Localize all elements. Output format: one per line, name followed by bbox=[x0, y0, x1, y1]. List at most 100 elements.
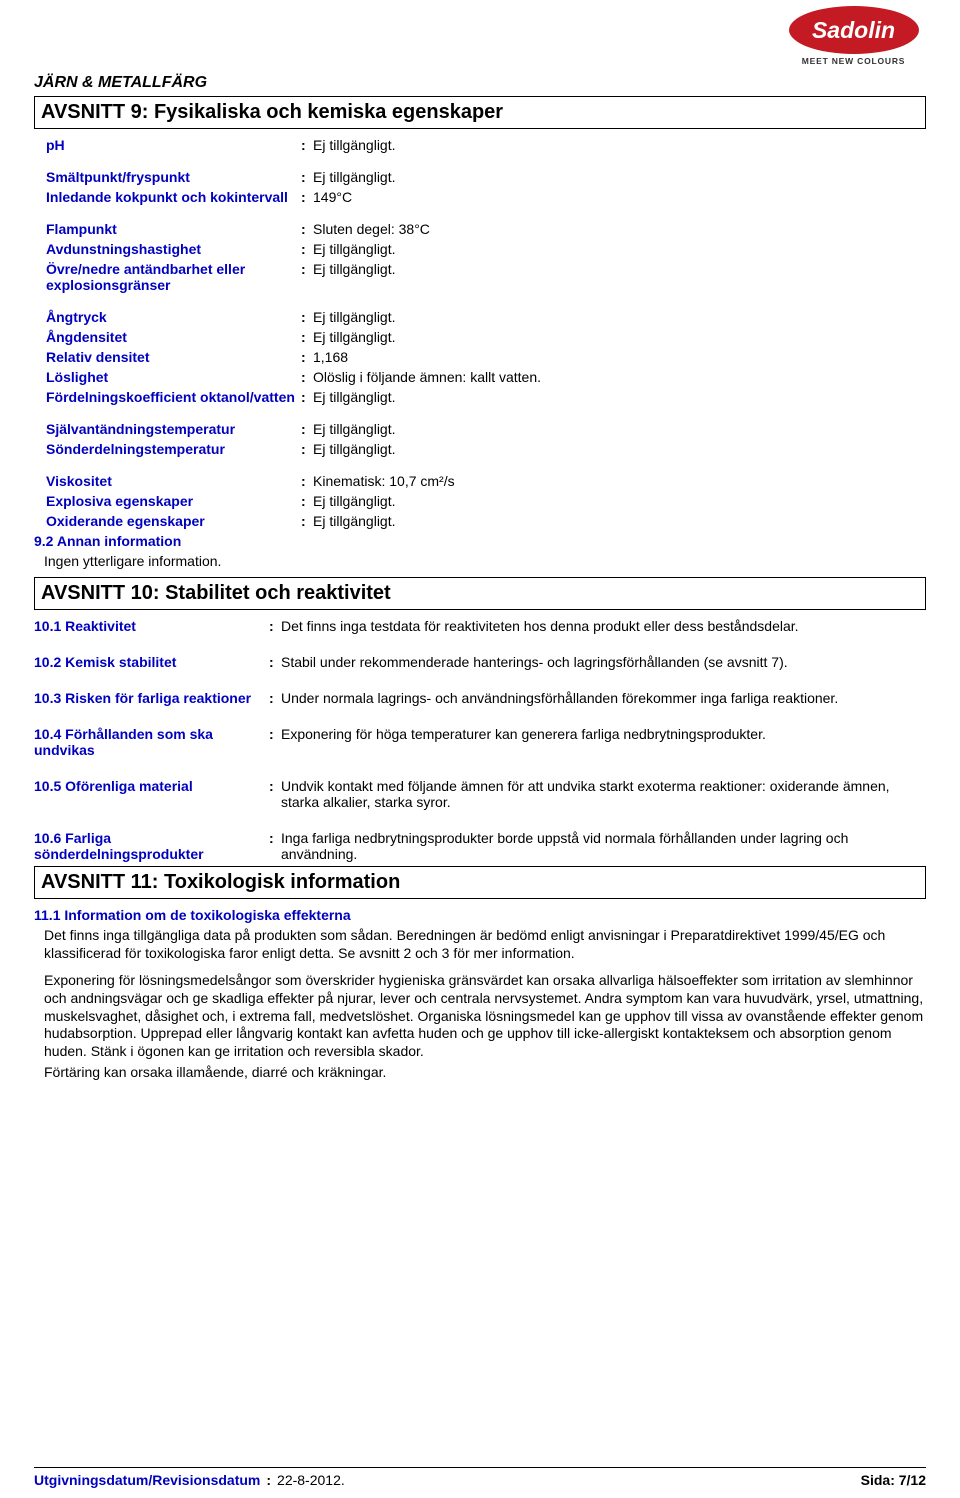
property-label: Ångtryck bbox=[46, 309, 301, 325]
property-colon: : bbox=[301, 309, 313, 325]
property-label: 10.1 Reaktivitet bbox=[34, 618, 269, 634]
property-colon: : bbox=[301, 421, 313, 437]
product-title: JÄRN & METALLFÄRG bbox=[34, 74, 926, 92]
property-colon: : bbox=[301, 137, 313, 153]
property-label: Viskositet bbox=[46, 473, 301, 489]
property-value: Sluten degel: 38°C bbox=[313, 221, 926, 237]
page-footer: Utgivningsdatum/Revisionsdatum : 22-8-20… bbox=[34, 1467, 926, 1488]
property-value: Ej tillgängligt. bbox=[313, 421, 926, 437]
property-row: Ångtryck:Ej tillgängligt. bbox=[46, 309, 926, 325]
section-11-1-heading: 11.1 Information om de toxikologiska eff… bbox=[34, 907, 926, 923]
property-value: Ej tillgängligt. bbox=[313, 309, 926, 325]
property-label: 10.6 Farliga sönderdelningsprodukter bbox=[34, 830, 269, 862]
property-value: Inga farliga nedbrytningsprodukter borde… bbox=[281, 830, 926, 862]
property-row: Smältpunkt/fryspunkt:Ej tillgängligt. bbox=[46, 169, 926, 185]
property-label: Avdunstningshastighet bbox=[46, 241, 301, 257]
spacer bbox=[34, 762, 926, 778]
property-row: 10.5 Oförenliga material:Undvik kontakt … bbox=[34, 778, 926, 810]
property-label: Fördelningskoefficient oktanol/vatten bbox=[46, 389, 301, 405]
brand-logo: Sadolin MEET NEW COLOURS bbox=[781, 6, 926, 76]
property-label: Löslighet bbox=[46, 369, 301, 385]
property-row: Flampunkt:Sluten degel: 38°C bbox=[46, 221, 926, 237]
property-value: Under normala lagrings- och användningsf… bbox=[281, 690, 926, 706]
property-label: Flampunkt bbox=[46, 221, 301, 237]
spacer bbox=[46, 461, 926, 473]
property-colon: : bbox=[269, 654, 281, 670]
property-row: Explosiva egenskaper:Ej tillgängligt. bbox=[46, 493, 926, 509]
property-label: Smältpunkt/fryspunkt bbox=[46, 169, 301, 185]
property-colon: : bbox=[269, 618, 281, 634]
property-colon: : bbox=[301, 389, 313, 405]
property-colon: : bbox=[301, 329, 313, 345]
property-label: Oxiderande egenskaper bbox=[46, 513, 301, 529]
property-row: Sönderdelningstemperatur:Ej tillgängligt… bbox=[46, 441, 926, 457]
property-value: Det finns inga testdata för reaktivitete… bbox=[281, 618, 926, 634]
property-colon: : bbox=[301, 493, 313, 509]
footer-page-text: Sida: 7/12 bbox=[861, 1472, 926, 1488]
property-value: Ej tillgängligt. bbox=[313, 389, 926, 405]
property-colon: : bbox=[269, 778, 281, 794]
property-label: 10.4 Förhållanden som ska undvikas bbox=[34, 726, 269, 758]
property-value: Ej tillgängligt. bbox=[313, 137, 926, 153]
spacer bbox=[46, 157, 926, 169]
property-label: 10.2 Kemisk stabilitet bbox=[34, 654, 269, 670]
property-value: 1,168 bbox=[313, 349, 926, 365]
section-11-para-1: Det finns inga tillgängliga data på prod… bbox=[44, 927, 926, 962]
property-value: Ej tillgängligt. bbox=[313, 441, 926, 457]
property-value: Ej tillgängligt. bbox=[313, 493, 926, 509]
property-row: Löslighet:Olöslig i följande ämnen: kall… bbox=[46, 369, 926, 385]
property-row: Relativ densitet:1,168 bbox=[46, 349, 926, 365]
spacer bbox=[34, 814, 926, 830]
property-row: Inledande kokpunkt och kokintervall:149°… bbox=[46, 189, 926, 205]
property-row: Avdunstningshastighet:Ej tillgängligt. bbox=[46, 241, 926, 257]
property-value: Ej tillgängligt. bbox=[313, 513, 926, 529]
property-value: Ej tillgängligt. bbox=[313, 329, 926, 345]
property-colon: : bbox=[301, 261, 313, 277]
section-11-header: AVSNITT 11: Toxikologisk information bbox=[34, 866, 926, 899]
property-label: Relativ densitet bbox=[46, 349, 301, 365]
property-colon: : bbox=[301, 473, 313, 489]
property-colon: : bbox=[301, 169, 313, 185]
footer-left: Utgivningsdatum/Revisionsdatum : 22-8-20… bbox=[34, 1472, 345, 1488]
property-row: 10.2 Kemisk stabilitet:Stabil under reko… bbox=[34, 654, 926, 670]
property-value: Ej tillgängligt. bbox=[313, 241, 926, 257]
property-colon: : bbox=[301, 441, 313, 457]
section-9-2-body: Ingen ytterligare information. bbox=[44, 553, 926, 569]
section-9-header: AVSNITT 9: Fysikaliska och kemiska egens… bbox=[34, 96, 926, 129]
spacer bbox=[46, 297, 926, 309]
property-value: Undvik kontakt med följande ämnen för at… bbox=[281, 778, 926, 810]
property-label: 10.3 Risken för farliga reaktioner bbox=[34, 690, 269, 706]
spacer bbox=[34, 638, 926, 654]
property-colon: : bbox=[269, 726, 281, 742]
property-label: 10.5 Oförenliga material bbox=[34, 778, 269, 794]
spacer bbox=[46, 209, 926, 221]
property-row: pH:Ej tillgängligt. bbox=[46, 137, 926, 153]
property-row: 10.3 Risken för farliga reaktioner:Under… bbox=[34, 690, 926, 706]
property-label: Ångdensitet bbox=[46, 329, 301, 345]
footer-page: Sida: 7/12 bbox=[861, 1472, 926, 1488]
spacer bbox=[34, 674, 926, 690]
property-colon: : bbox=[269, 830, 281, 846]
property-value: Kinematisk: 10,7 cm²/s bbox=[313, 473, 926, 489]
property-label: Självantändningstemperatur bbox=[46, 421, 301, 437]
property-value: Stabil under rekommenderade hanterings- … bbox=[281, 654, 926, 670]
brand-tagline: MEET NEW COLOURS bbox=[802, 56, 905, 66]
property-colon: : bbox=[301, 513, 313, 529]
property-colon: : bbox=[301, 241, 313, 257]
property-colon: : bbox=[301, 221, 313, 237]
property-colon: : bbox=[301, 349, 313, 365]
property-label: Explosiva egenskaper bbox=[46, 493, 301, 509]
spacer bbox=[46, 409, 926, 421]
property-row: Ångdensitet:Ej tillgängligt. bbox=[46, 329, 926, 345]
spacer bbox=[34, 710, 926, 726]
section-10-rows: 10.1 Reaktivitet:Det finns inga testdata… bbox=[34, 618, 926, 862]
property-row: 10.1 Reaktivitet:Det finns inga testdata… bbox=[34, 618, 926, 634]
section-11-para-3: Förtäring kan orsaka illamående, diarré … bbox=[44, 1064, 926, 1082]
property-row: Oxiderande egenskaper:Ej tillgängligt. bbox=[46, 513, 926, 529]
property-value: Ej tillgängligt. bbox=[313, 169, 926, 185]
brand-name: Sadolin bbox=[812, 17, 895, 44]
property-value: Ej tillgängligt. bbox=[313, 261, 926, 277]
property-row: 10.4 Förhållanden som ska undvikas:Expon… bbox=[34, 726, 926, 758]
section-9-2-heading: 9.2 Annan information bbox=[34, 533, 926, 549]
property-row: Viskositet:Kinematisk: 10,7 cm²/s bbox=[46, 473, 926, 489]
